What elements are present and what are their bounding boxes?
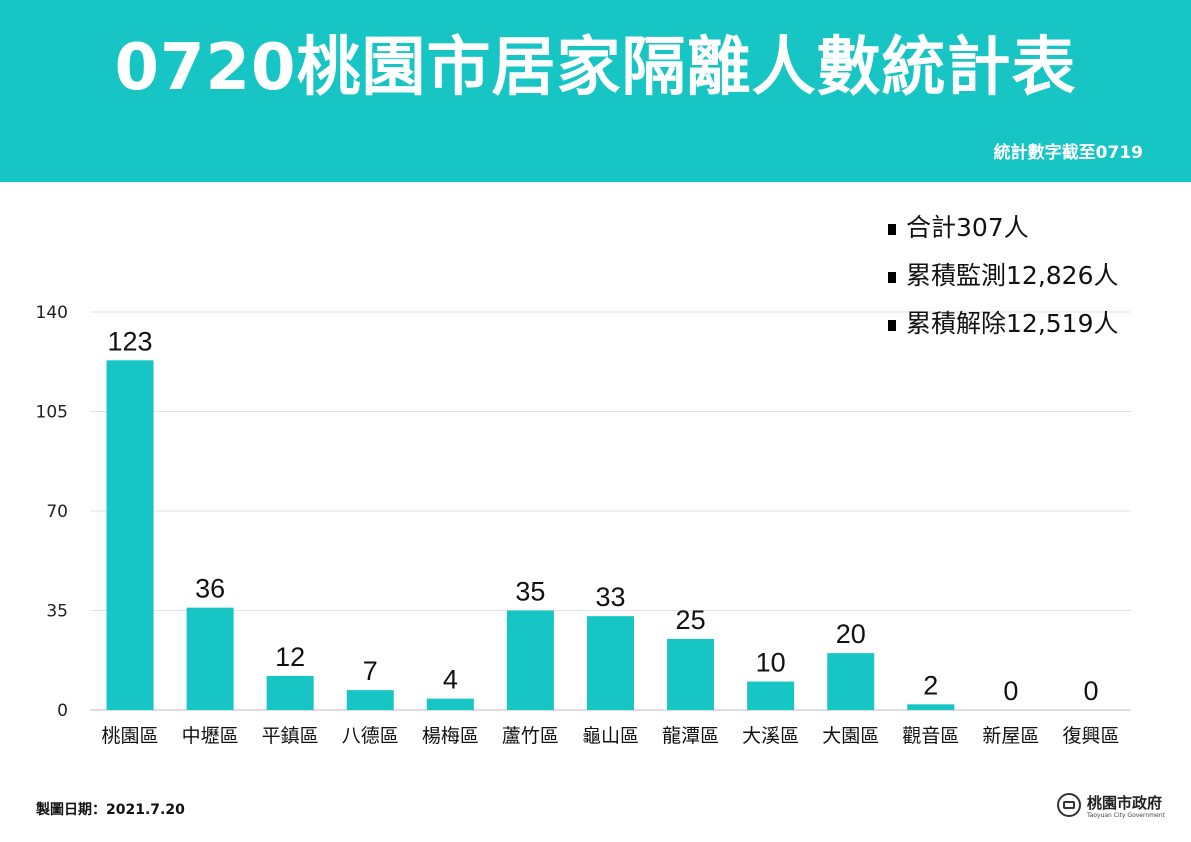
summary-label: 合計: [906, 213, 957, 242]
x-tick-label: 大溪區: [742, 725, 799, 747]
bar: [907, 704, 955, 710]
bar-value-label: 0: [1083, 676, 1098, 706]
x-tick-label: 楊梅區: [422, 725, 479, 747]
bar-value-label: 33: [595, 582, 625, 612]
bar: [186, 607, 234, 710]
summary-label: 累積監測: [906, 261, 1007, 290]
y-tick-label: 35: [46, 602, 68, 622]
bar-value-label: 20: [836, 619, 866, 649]
y-tick-label: 140: [36, 303, 68, 323]
city-seal-icon: [1057, 793, 1081, 817]
bar: [587, 616, 634, 710]
x-tick-label: 龜山區: [582, 725, 639, 747]
bar-value-label: 7: [363, 656, 378, 686]
bar: [426, 698, 474, 710]
x-tick-label: 大園區: [822, 725, 879, 747]
page-title: 0720桃園市居家隔離人數統計表: [114, 31, 1077, 105]
x-tick-label: 八德區: [342, 725, 399, 747]
header-banner: 0720桃園市居家隔離人數統計表 統計數字截至0719: [0, 0, 1191, 182]
y-tick-label: 70: [46, 502, 68, 522]
bar-value-label: 10: [756, 648, 786, 678]
bar: [667, 638, 715, 710]
data-cutoff-subtitle: 統計數字截至0719: [993, 143, 1143, 163]
summary-value: 12,519人: [1006, 309, 1119, 338]
bar: [506, 610, 554, 710]
x-tick-label: 平鎮區: [262, 725, 319, 747]
bar-value-label: 0: [1003, 676, 1018, 706]
summary-label: 累積解除: [906, 309, 1007, 338]
bar: [346, 690, 394, 710]
bullet-square-icon: [888, 224, 896, 235]
org-name-en: Taoyuan City Government: [1087, 812, 1165, 819]
x-tick-label: 復興區: [1062, 725, 1119, 747]
summary-value: 12,826人: [1006, 261, 1119, 290]
bar-value-label: 35: [515, 577, 545, 607]
bar: [106, 360, 154, 710]
x-tick-label: 蘆竹區: [502, 725, 559, 747]
y-tick-label: 105: [36, 403, 68, 423]
summary-item-cumulative-released: 累積解除12,519人: [888, 304, 1119, 352]
x-tick-label: 觀音區: [902, 725, 959, 747]
bullet-square-icon: [888, 272, 896, 283]
x-tick-label: 桃園區: [102, 725, 159, 747]
summary-item-cumulative-monitored: 累積監測12,826人: [888, 256, 1119, 304]
y-axis-ticks: 0 35 70 105 140: [36, 303, 68, 721]
bar-value-label: 36: [195, 574, 225, 604]
bars: [106, 360, 955, 710]
bar: [266, 675, 314, 710]
x-tick-label: 中壢區: [182, 725, 239, 747]
org-name: 桃園市政府: [1087, 794, 1163, 812]
x-axis-ticks: 桃園區 中壢區 平鎮區 八德區 楊梅區 蘆竹區 龜山區 龍潭區 大溪區 大園區 觀音區 新屋區 復興區: [102, 725, 1120, 747]
bullet-square-icon: [888, 320, 896, 331]
bar: [827, 653, 875, 710]
bar-value-label: 123: [108, 326, 153, 356]
x-tick-label: 新屋區: [982, 725, 1039, 747]
summary-legend: 合計307人 累積監測12,826人 累積解除12,519人: [888, 208, 1119, 352]
government-logo: 桃園市政府 Taoyuan City Government: [1057, 790, 1167, 826]
bar-value-label: 2: [923, 670, 938, 700]
bar-value-label: 4: [443, 665, 458, 695]
bar: [747, 681, 795, 710]
gridlines: [90, 311, 1131, 711]
summary-item-total: 合計307人: [888, 208, 1119, 256]
y-tick-label: 0: [57, 701, 68, 721]
bar-value-label: 12: [275, 642, 305, 672]
chart-date: 製圖日期：2021.7.20: [36, 802, 185, 818]
x-tick-label: 龍潭區: [662, 725, 719, 747]
bar-value-label: 25: [676, 605, 706, 635]
summary-value: 307人: [956, 213, 1029, 242]
